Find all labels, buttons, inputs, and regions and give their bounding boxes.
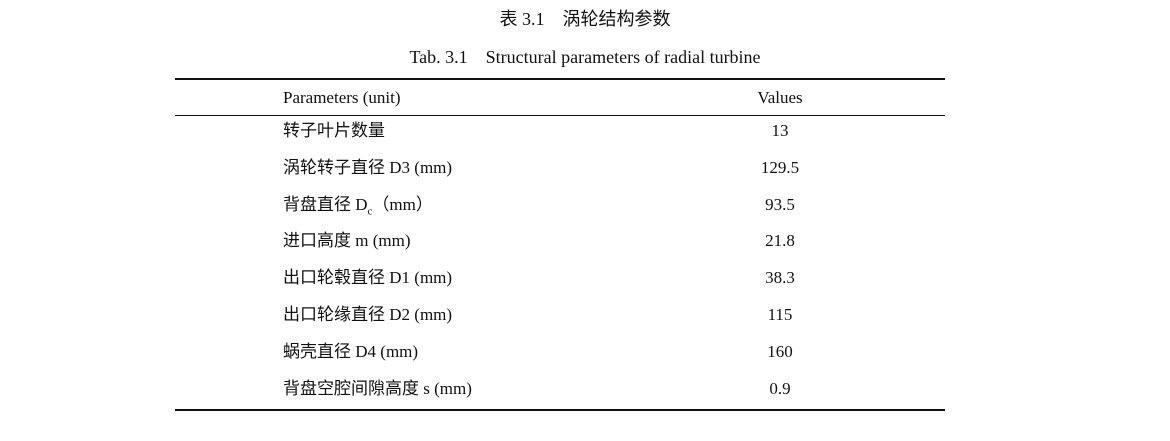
top-rule [175,78,945,80]
parameter-cell: 出口轮毂直径 D1 (mm) [283,269,452,286]
parameter-cell: 背盘空腔间隙高度 s (mm) [283,380,472,397]
value-cell: 93.5 [765,194,795,214]
value-cell: 21.8 [765,231,795,251]
text-part: 出口轮缘直径 D2 (mm) [283,305,453,324]
table-title: 表 3.1 涡轮结构参数 [499,9,671,29]
header-rule [175,115,945,116]
parameter-cell: 涡轮转子直径 D3 (mm) [283,159,452,176]
table-subtitle: Tab. 3.1 Structural parameters of radial… [409,47,761,67]
text-part: 涡轮转子直径 D3 (mm) [283,157,453,177]
parameter-cell: 蜗壳直径 D4 (mm) [283,343,418,360]
value-cell: 0.9 [769,378,791,398]
parameter-cell: 转子叶片数量 [283,122,385,139]
text-part: 进口高度 m (mm) [283,231,411,251]
subscript: c [367,204,373,217]
header-cell: Values [757,88,803,107]
value-cell: 129.5 [760,157,800,177]
text-part: 转子叶片数量 [283,121,385,140]
value-cell: 38.3 [765,268,795,288]
bottom-rule [175,409,945,411]
text-part: 蜗壳直径 D4 (mm) [283,341,419,361]
text-part: 背盘空腔间隙高度 s (mm) [283,378,472,398]
value-cell: 13 [771,121,789,140]
text-part: 背盘直径 D [283,194,368,214]
value-cell: 115 [767,305,793,324]
text-part: 出口轮毂直径 D1 (mm) [283,268,453,288]
text-part: （mm） [372,194,433,214]
parameter-cell: 背盘直径 Dc（mm） [283,196,433,217]
header-cell: Parameters (unit) [283,88,401,107]
value-cell: 160 [767,341,793,361]
parameter-cell: 出口轮缘直径 D2 (mm) [283,306,452,323]
parameter-cell: 进口高度 m (mm) [283,232,411,249]
